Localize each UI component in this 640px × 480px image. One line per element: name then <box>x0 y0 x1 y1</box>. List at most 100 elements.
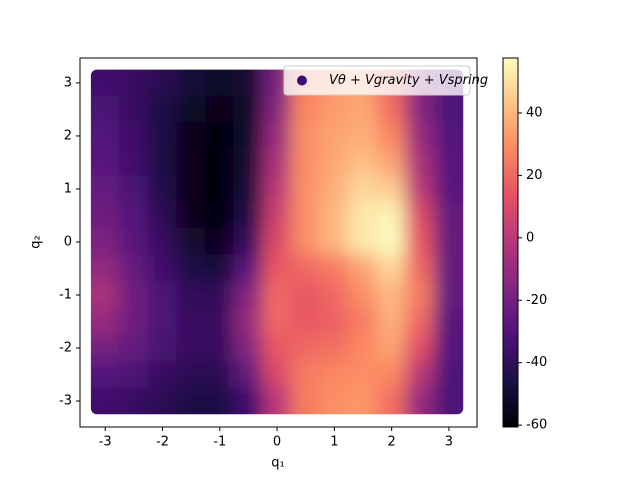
cell <box>176 360 206 389</box>
cell <box>262 175 292 203</box>
colorbar-tick-label: -60 <box>526 418 547 433</box>
cell <box>319 334 350 362</box>
cell <box>90 69 121 97</box>
cell <box>119 281 149 309</box>
cell <box>348 175 378 203</box>
cell <box>434 360 464 389</box>
cell <box>290 95 321 124</box>
cell <box>376 307 407 336</box>
cell <box>434 175 464 203</box>
cell <box>176 175 206 203</box>
cell <box>233 360 264 389</box>
cell <box>376 281 407 309</box>
cell <box>348 360 378 389</box>
cell <box>176 334 206 362</box>
cell <box>204 387 235 415</box>
cell <box>405 307 436 336</box>
colorbar-tick-label: 0 <box>526 230 534 245</box>
cell <box>90 360 121 389</box>
cell <box>434 254 464 283</box>
cell <box>119 122 149 150</box>
cell <box>204 334 235 362</box>
cell <box>376 360 407 389</box>
cell <box>204 307 235 336</box>
cell <box>233 175 264 203</box>
cell <box>204 201 235 230</box>
colorbar-tick-label: -40 <box>526 355 547 370</box>
cell <box>434 387 464 415</box>
cell <box>348 148 378 177</box>
cell <box>147 148 178 177</box>
cell <box>176 281 206 309</box>
cell <box>376 334 407 362</box>
y-tick-label: -3 <box>59 394 72 409</box>
y-axis-label: q₂ <box>29 235 44 248</box>
x-tick-label: 0 <box>273 435 281 450</box>
cell <box>319 95 350 124</box>
cell <box>405 360 436 389</box>
x-tick-label: -1 <box>213 435 226 450</box>
cell <box>348 281 378 309</box>
y-tick-label: 1 <box>64 181 72 196</box>
cell <box>262 387 292 415</box>
cell <box>434 122 464 150</box>
cell <box>434 201 464 230</box>
cell <box>405 387 436 415</box>
cell <box>119 228 149 256</box>
y-tick-label: 2 <box>64 128 72 143</box>
cell <box>434 95 464 124</box>
cell <box>233 387 264 415</box>
cell <box>434 307 464 336</box>
cell <box>204 148 235 177</box>
legend-marker <box>297 75 307 86</box>
cell <box>204 69 235 97</box>
cell <box>204 360 235 389</box>
cell <box>147 307 178 336</box>
cell <box>147 360 178 389</box>
cell <box>348 95 378 124</box>
cell <box>119 148 149 177</box>
cell <box>176 387 206 415</box>
cell <box>262 148 292 177</box>
cell <box>348 254 378 283</box>
colorbar-tick-label: 20 <box>526 168 543 183</box>
cell <box>262 95 292 124</box>
cell <box>147 228 178 256</box>
cell <box>233 69 264 97</box>
cell <box>119 360 149 389</box>
cell <box>204 228 235 256</box>
cell <box>204 175 235 203</box>
cell <box>319 122 350 150</box>
cell <box>233 334 264 362</box>
cell <box>376 122 407 150</box>
cell <box>204 281 235 309</box>
cell <box>262 281 292 309</box>
cell <box>348 307 378 336</box>
cell <box>262 201 292 230</box>
cell <box>376 201 407 230</box>
cell <box>262 334 292 362</box>
cell <box>233 95 264 124</box>
cell <box>90 307 121 336</box>
cell <box>319 175 350 203</box>
colorbar-tick-label: -20 <box>526 293 547 308</box>
cell <box>319 254 350 283</box>
cell <box>348 387 378 415</box>
cell <box>405 122 436 150</box>
cell <box>147 122 178 150</box>
cell <box>376 254 407 283</box>
cell <box>147 387 178 415</box>
cell <box>434 228 464 256</box>
cell <box>233 228 264 256</box>
cell <box>204 254 235 283</box>
cell <box>405 281 436 309</box>
cell <box>233 148 264 177</box>
y-tick-label: 0 <box>64 234 72 249</box>
cell <box>176 148 206 177</box>
cell <box>405 334 436 362</box>
cell <box>147 334 178 362</box>
cell <box>147 175 178 203</box>
cell <box>290 334 321 362</box>
cell <box>319 387 350 415</box>
